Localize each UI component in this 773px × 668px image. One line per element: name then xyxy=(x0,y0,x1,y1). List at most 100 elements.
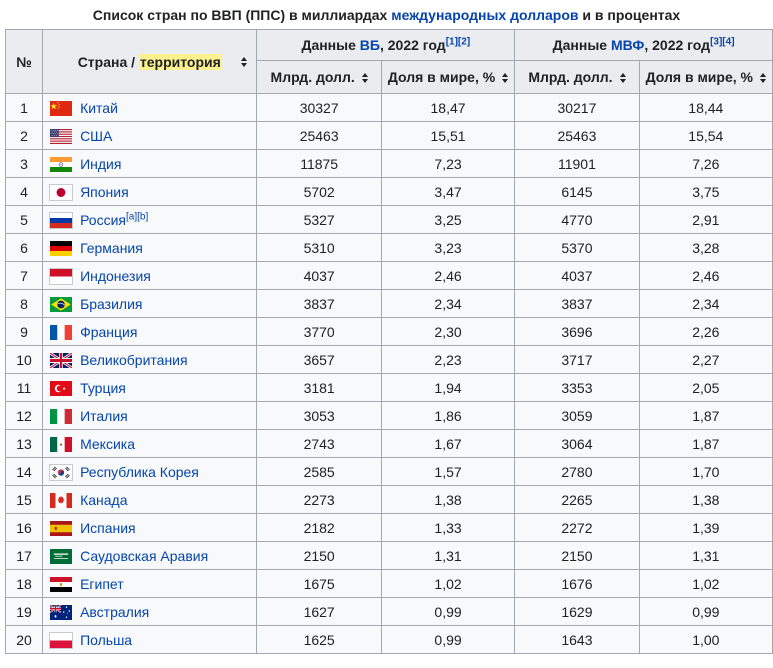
imf-share-cell: 2,91 xyxy=(638,205,773,234)
imf-link[interactable]: МВФ xyxy=(610,37,645,53)
country-link[interactable]: Бразилия xyxy=(80,295,143,312)
imf-share-cell: 1,00 xyxy=(638,625,773,654)
wb-value-cell: 2585 xyxy=(256,457,382,486)
wb-share-cell: 15,51 xyxy=(380,121,516,150)
imf-value-cell: 3059 xyxy=(514,401,640,430)
footnote-link[interactable]: [a] xyxy=(125,210,138,222)
rank-cell: 19 xyxy=(4,597,44,626)
title-link-international-dollars[interactable]: международных долларов xyxy=(391,7,579,23)
country-link[interactable]: Индия xyxy=(80,155,122,172)
wb-value-cell: 25463 xyxy=(256,121,382,150)
imf-share-cell: 1,31 xyxy=(638,541,773,570)
wb-value-cell: 30327 xyxy=(256,93,382,122)
flag-china-icon xyxy=(50,100,73,116)
rank-cell: 17 xyxy=(4,541,44,570)
flag-uk-icon xyxy=(50,352,73,368)
imf-value-cell: 11901 xyxy=(514,149,640,178)
rank-cell: 4 xyxy=(4,177,44,206)
imf-share-cell: 18,44 xyxy=(638,93,773,122)
country-link[interactable]: Великобритания xyxy=(80,351,188,368)
wb-share-cell: 0,99 xyxy=(380,597,516,626)
header-rank: № xyxy=(4,29,44,94)
country-link[interactable]: Италия xyxy=(80,407,128,424)
wb-link[interactable]: ВБ xyxy=(359,37,380,53)
imf-value-cell: 1676 xyxy=(514,569,640,598)
header-imf-value-sort[interactable]: Млрд. долл. xyxy=(514,60,640,94)
country-link[interactable]: Республика Корея xyxy=(80,463,199,480)
country-link[interactable]: Германия xyxy=(80,239,143,256)
imf-share-cell: 7,26 xyxy=(638,149,773,178)
table-row: 4 Япония 5702 3,47 6145 3,75 xyxy=(4,177,773,206)
country-link[interactable]: Япония xyxy=(80,183,129,200)
wb-value-cell: 3770 xyxy=(256,317,382,346)
table-row: 15 Канада 2273 1,38 2265 1,38 xyxy=(4,485,773,514)
rank-cell: 18 xyxy=(4,569,44,598)
country-link[interactable]: США xyxy=(80,127,113,144)
flag-australia-icon xyxy=(50,604,73,620)
header-wb-value-label: Млрд. долл. xyxy=(270,69,355,85)
wb-share-cell: 1,94 xyxy=(380,373,516,402)
wb-share-cell: 1,57 xyxy=(380,457,516,486)
country-link[interactable]: Польша xyxy=(80,631,133,648)
table-row: 18 Египет 1675 1,02 1676 1,02 xyxy=(4,569,773,598)
wb-value-cell: 1627 xyxy=(256,597,382,626)
header-imf-value-label: Млрд. долл. xyxy=(528,69,613,85)
table-row: 3 Индия 11875 7,23 11901 7,26 xyxy=(4,149,773,178)
country-cell: Бразилия xyxy=(42,289,258,318)
country-link[interactable]: Китай xyxy=(80,99,118,116)
country-cell: Италия xyxy=(42,401,258,430)
header-country-sort[interactable]: Страна / территория xyxy=(42,29,258,94)
imf-value-cell: 3837 xyxy=(514,289,640,318)
table-row: 19 Австралия 1627 0,99 1629 0,99 xyxy=(4,597,773,626)
ref-link-4[interactable]: [4] xyxy=(722,36,735,48)
country-link[interactable]: Испания xyxy=(80,519,136,536)
wb-value-cell: 3657 xyxy=(256,345,382,374)
header-imf-share-sort[interactable]: Доля в мире, % xyxy=(638,60,773,94)
table-row: 8 Бразилия 3837 2,34 3837 2,34 xyxy=(4,289,773,318)
table-row: 5 Россия[a][b] 5327 3,25 4770 2,91 xyxy=(4,205,773,234)
country-link[interactable]: Турция xyxy=(80,379,126,396)
wb-share-cell: 2,30 xyxy=(380,317,516,346)
flag-spain-icon xyxy=(50,520,73,536)
imf-value-cell: 1643 xyxy=(514,625,640,654)
imf-share-cell: 3,28 xyxy=(638,233,773,262)
wb-value-cell: 4037 xyxy=(256,261,382,290)
header-wb-share-sort[interactable]: Доля в мире, % xyxy=(380,60,516,94)
header-wb-value-sort[interactable]: Млрд. долл. xyxy=(256,60,382,94)
header-imf-share-label: Доля в мире, % xyxy=(645,69,753,85)
title-text-suffix: и в процентах xyxy=(578,7,681,23)
country-link[interactable]: Россия xyxy=(80,211,126,228)
wb-share-cell: 1,02 xyxy=(380,569,516,598)
country-cell: США xyxy=(42,121,258,150)
country-link[interactable]: Мексика xyxy=(80,435,135,452)
wb-value-cell: 5702 xyxy=(256,177,382,206)
ref-link-2[interactable]: [2] xyxy=(457,36,471,48)
country-cell: Франция xyxy=(42,317,258,346)
country-link[interactable]: Индонезия xyxy=(80,267,151,284)
wb-share-cell: 1,86 xyxy=(380,401,516,430)
country-link[interactable]: Австралия xyxy=(80,603,150,620)
sort-icon xyxy=(759,73,766,84)
imf-value-cell: 4037 xyxy=(514,261,640,290)
table-row: 14 Республика Корея 2585 1,57 2780 1,70 xyxy=(4,457,773,486)
country-link[interactable]: Канада xyxy=(80,491,128,508)
country-cell: Канада xyxy=(42,485,258,514)
country-cell: Индия xyxy=(42,149,258,178)
wb-value-cell: 2182 xyxy=(256,513,382,542)
imf-share-cell: 2,27 xyxy=(638,345,773,374)
flag-canada-icon xyxy=(50,492,73,508)
wb-value-cell: 3181 xyxy=(256,373,382,402)
imf-share-cell: 2,26 xyxy=(638,317,773,346)
footnote-link[interactable]: [b] xyxy=(137,210,149,222)
table-row: 1 Китай 30327 18,47 30217 18,44 xyxy=(4,93,773,122)
wb-value-cell: 11875 xyxy=(256,149,382,178)
ref-link-3[interactable]: [3] xyxy=(710,36,723,48)
country-cell: Испания xyxy=(42,513,258,542)
ref-link-1[interactable]: [1] xyxy=(445,36,458,48)
country-link[interactable]: Франция xyxy=(80,323,138,340)
rank-cell: 13 xyxy=(4,429,44,458)
country-link[interactable]: Саудовская Аравия xyxy=(80,547,209,564)
flag-indonesia-icon xyxy=(49,267,74,285)
header-country-highlight: территория xyxy=(138,53,222,70)
country-link[interactable]: Египет xyxy=(80,575,124,592)
